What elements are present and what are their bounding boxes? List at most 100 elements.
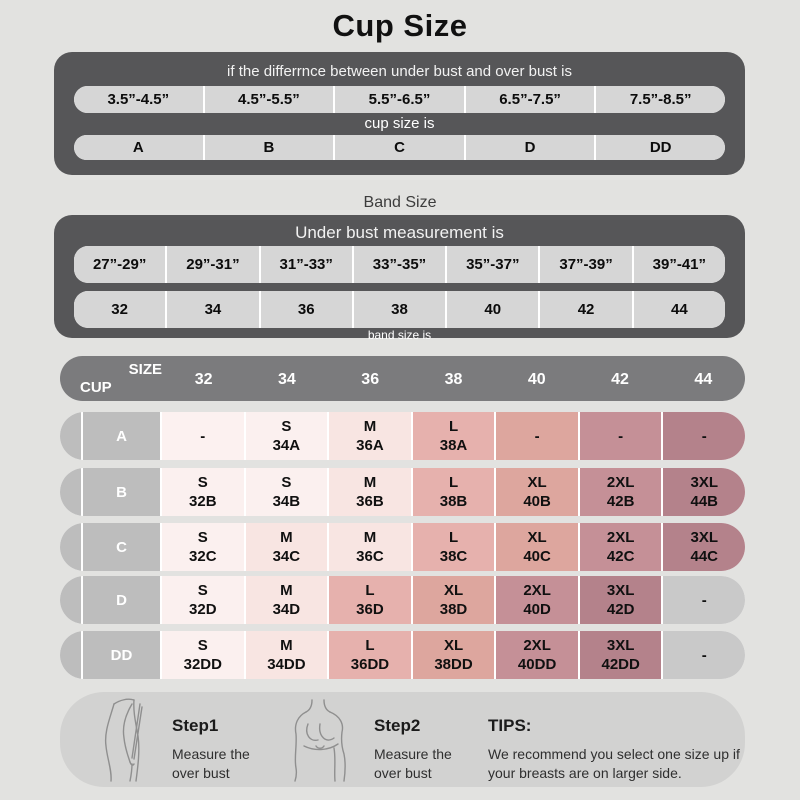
matrix-column-header: 34 [278, 370, 296, 388]
cell-code: 40C [523, 548, 551, 565]
measure-figure-step1-icon [104, 698, 143, 782]
cup-diff-range: 4.5”-5.5” [204, 86, 334, 113]
matrix-row-dd: DD S 32DD M 34DD L 36DD XL 38DD 2XL 40DD 3XL 4… [60, 631, 745, 679]
cell-size: 3XL [606, 582, 635, 599]
cell-size: 3XL [606, 637, 635, 654]
size-cell: - [663, 576, 745, 624]
row-label: C [83, 523, 160, 571]
cup-letter: A [74, 135, 203, 160]
underbust-range: 37”-39” [540, 246, 632, 283]
step1-title: Step1 [172, 716, 219, 735]
matrix-row-b: B S 32B S 34B M 36B L 38B XL 40B 2XL 42B 3XL 44… [60, 468, 745, 516]
cup-diff-range: 3.5”-4.5” [74, 86, 203, 113]
corner-size-label: SIZE [128, 361, 162, 378]
cell-size: - [618, 427, 624, 445]
cup-diff-range: 7.5”-8.5” [596, 86, 725, 113]
cell-size: L [448, 529, 459, 546]
cell-size: S [197, 474, 208, 491]
cell-code: 38C [439, 548, 468, 565]
cell-size: - [534, 427, 540, 445]
size-cell: S 32D [162, 576, 244, 624]
cell-size: S [197, 582, 208, 599]
size-cell: XL 38D [412, 576, 495, 624]
matrix-row-d: D S 32D M 34D L 36D XL 38D 2XL 40D 3XL 42D - [60, 576, 745, 624]
cell-size: M [280, 637, 293, 654]
cell-size: - [701, 591, 707, 609]
underbust-range-row: 27”-29” 29”-31” 31”-33” 33”-35” 35”-37” … [74, 246, 725, 283]
cell-size: 2XL [606, 529, 635, 546]
cell-code: 32DD [183, 656, 222, 673]
measuring-tips-panel: Step1 Measure the over bust Step2 Measur… [60, 692, 745, 787]
band-size-is-label: band size is [367, 328, 432, 342]
size-cell: L 36DD [329, 631, 411, 679]
cell-size: M [363, 529, 377, 546]
size-cell: S 32C [162, 523, 244, 571]
cell-size: S [281, 474, 292, 491]
band-size: 38 [353, 291, 446, 328]
band-size: 42 [540, 291, 632, 328]
cell-code: 44B [690, 493, 719, 510]
cell-size: L [365, 582, 375, 599]
cell-code: 36C [356, 548, 384, 565]
cup-letter: D [465, 135, 595, 160]
tips-title: TIPS: [488, 716, 532, 735]
band-size-row: 32 34 36 38 40 42 44 [74, 291, 725, 328]
row-cap [60, 523, 81, 571]
cell-size: L [365, 637, 375, 654]
band-size: 34 [167, 291, 259, 328]
underbust-range: 27”-29” [74, 246, 166, 283]
cell-code: 42C [606, 548, 635, 565]
corner-cup-label: CUP [80, 379, 112, 396]
matrix-row-c: C S 32C M 34C M 36C L 38C XL 40C 2XL 42C 3XL 44… [60, 523, 745, 571]
cup-size-is-label: cup size is [364, 115, 435, 132]
step2-title: Step2 [374, 716, 421, 735]
cell-size: XL [527, 529, 547, 546]
row-cap [60, 412, 81, 460]
row-cap [60, 631, 81, 679]
underbust-range: 31”-33” [260, 246, 352, 283]
tips-text: We recommend you select one size up if y… [488, 746, 740, 781]
cell-size: 3XL [690, 529, 719, 546]
size-cell: M 36C [329, 523, 411, 571]
cell-size: S [197, 637, 208, 654]
size-cell: S 32DD [162, 631, 244, 679]
cell-code: 36A [356, 437, 384, 454]
matrix-column-header: 32 [194, 370, 213, 388]
matrix-column-header: 36 [361, 370, 380, 388]
step2-description: Measure the over bust [374, 746, 452, 781]
cell-size: XL [443, 637, 464, 654]
size-cell: L 36D [329, 576, 411, 624]
cell-code: 38B [439, 493, 468, 510]
matrix-column-header: 42 [611, 370, 629, 388]
size-cell: 3XL 44B [663, 468, 745, 516]
cell-code: 36DD [350, 656, 390, 673]
cell-code: 42D [606, 601, 635, 618]
cell-code: 32C [189, 548, 217, 565]
cup-letter-row: A B C D DD [74, 135, 725, 160]
cell-size: - [200, 427, 206, 445]
cell-code: 42DD [601, 656, 640, 673]
cell-code: 32D [189, 601, 217, 618]
row-label: A [83, 412, 160, 460]
cup-size-panel: if the differrnce between under bust and… [54, 52, 745, 175]
cup-diff-range: 6.5”-7.5” [465, 86, 595, 113]
cell-size: 2XL [606, 474, 635, 491]
underbust-range: 39”-41” [633, 246, 725, 283]
band-size: 44 [633, 291, 725, 328]
band-size: 36 [260, 291, 352, 328]
cup-diff-range: 5.5”-6.5” [335, 86, 464, 113]
cell-code: 34D [272, 601, 301, 618]
cell-size: XL [527, 474, 547, 491]
cell-size: S [281, 418, 292, 435]
size-cell: XL 38DD [412, 631, 495, 679]
size-cell: S 32B [162, 468, 244, 516]
size-cell: - [162, 412, 244, 460]
matrix-corner: SIZE CUP [60, 356, 162, 401]
size-cell: 3XL 44C [663, 523, 745, 571]
size-cell: 2XL 42B [579, 468, 662, 516]
matrix-column-header: 40 [527, 370, 546, 388]
band-size: 40 [447, 291, 539, 328]
band-size: 32 [74, 291, 166, 328]
cell-code: 38DD [434, 656, 473, 673]
size-cell: - [663, 631, 745, 679]
